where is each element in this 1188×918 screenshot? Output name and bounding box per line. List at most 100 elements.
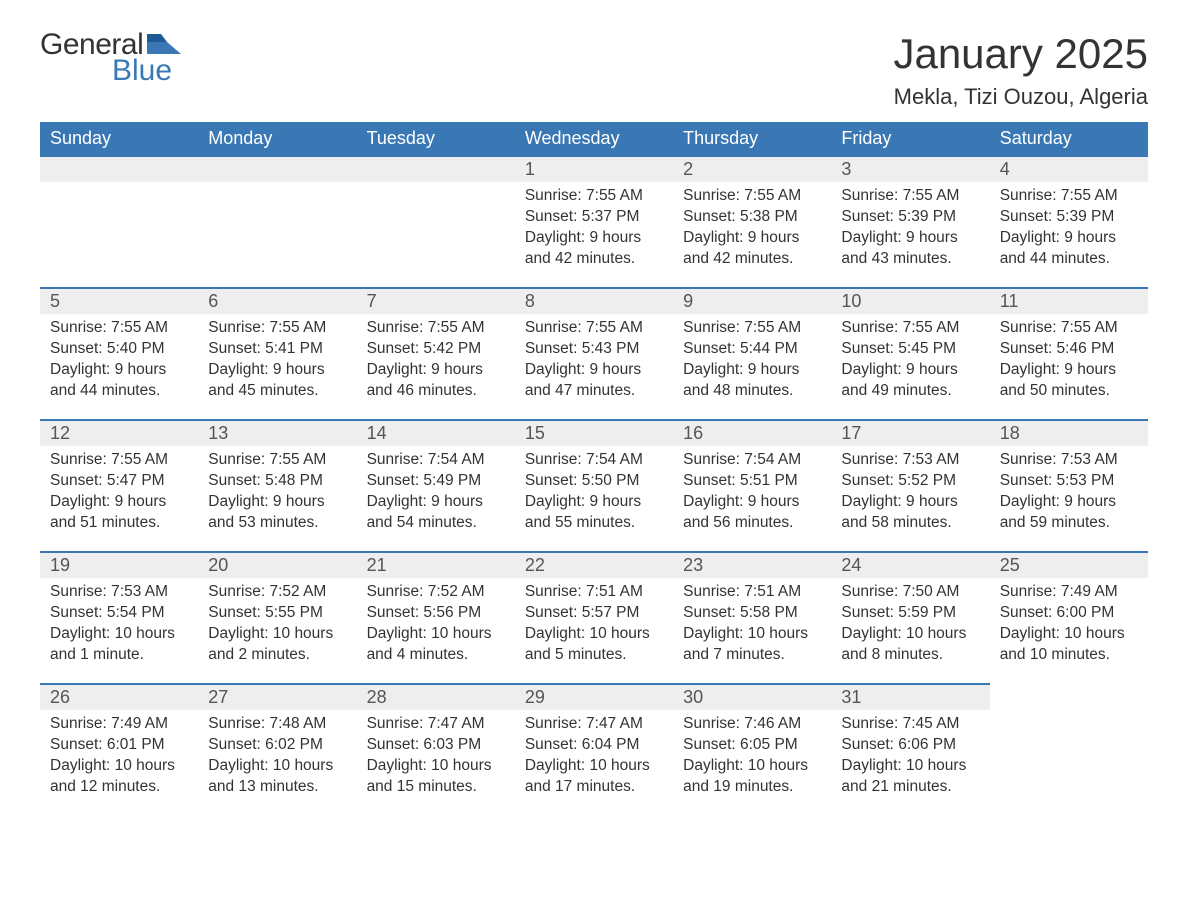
day-number: 23 xyxy=(673,553,831,578)
day-number: 1 xyxy=(515,157,673,182)
day-number: 10 xyxy=(831,289,989,314)
day-number: 9 xyxy=(673,289,831,314)
sunrise-text: Sunrise: 7:55 AM xyxy=(208,450,346,471)
day-number: 28 xyxy=(357,685,515,710)
sunset-text: Sunset: 5:46 PM xyxy=(1000,339,1138,360)
sunrise-text: Sunrise: 7:55 AM xyxy=(50,318,188,339)
daylight-text: Daylight: 9 hours and 50 minutes. xyxy=(1000,360,1138,402)
day-number: 30 xyxy=(673,685,831,710)
day-body: Sunrise: 7:55 AMSunset: 5:47 PMDaylight:… xyxy=(40,446,198,544)
weekday-header: Monday xyxy=(198,122,356,155)
calendar-cell: 22Sunrise: 7:51 AMSunset: 5:57 PMDayligh… xyxy=(515,551,673,683)
logo: General Blue xyxy=(40,30,181,86)
calendar-cell: 21Sunrise: 7:52 AMSunset: 5:56 PMDayligh… xyxy=(357,551,515,683)
day-body: Sunrise: 7:47 AMSunset: 6:04 PMDaylight:… xyxy=(515,710,673,808)
day-number: 16 xyxy=(673,421,831,446)
day-number: 18 xyxy=(990,421,1148,446)
daylight-text: Daylight: 10 hours and 8 minutes. xyxy=(841,624,979,666)
sunrise-text: Sunrise: 7:49 AM xyxy=(50,714,188,735)
calendar-cell: 28Sunrise: 7:47 AMSunset: 6:03 PMDayligh… xyxy=(357,683,515,815)
day-number: 7 xyxy=(357,289,515,314)
day-body: Sunrise: 7:55 AMSunset: 5:44 PMDaylight:… xyxy=(673,314,831,412)
sunrise-text: Sunrise: 7:45 AM xyxy=(841,714,979,735)
day-body: Sunrise: 7:51 AMSunset: 5:58 PMDaylight:… xyxy=(673,578,831,676)
sunrise-text: Sunrise: 7:55 AM xyxy=(683,318,821,339)
sunset-text: Sunset: 5:59 PM xyxy=(841,603,979,624)
sunrise-text: Sunrise: 7:55 AM xyxy=(1000,186,1138,207)
day-number: 8 xyxy=(515,289,673,314)
daylight-text: Daylight: 10 hours and 21 minutes. xyxy=(841,756,979,798)
day-body: Sunrise: 7:54 AMSunset: 5:50 PMDaylight:… xyxy=(515,446,673,544)
calendar-cell: 30Sunrise: 7:46 AMSunset: 6:05 PMDayligh… xyxy=(673,683,831,815)
daylight-text: Daylight: 9 hours and 43 minutes. xyxy=(841,228,979,270)
daylight-text: Daylight: 9 hours and 49 minutes. xyxy=(841,360,979,402)
logo-text-blue: Blue xyxy=(112,56,181,86)
day-body: Sunrise: 7:52 AMSunset: 5:56 PMDaylight:… xyxy=(357,578,515,676)
sunset-text: Sunset: 5:41 PM xyxy=(208,339,346,360)
day-number: 14 xyxy=(357,421,515,446)
sunset-text: Sunset: 5:39 PM xyxy=(841,207,979,228)
sunrise-text: Sunrise: 7:55 AM xyxy=(841,318,979,339)
sunrise-text: Sunrise: 7:55 AM xyxy=(525,318,663,339)
sunrise-text: Sunrise: 7:53 AM xyxy=(50,582,188,603)
daylight-text: Daylight: 9 hours and 53 minutes. xyxy=(208,492,346,534)
day-number: 2 xyxy=(673,157,831,182)
daylight-text: Daylight: 9 hours and 54 minutes. xyxy=(367,492,505,534)
sunrise-text: Sunrise: 7:55 AM xyxy=(50,450,188,471)
day-number: 21 xyxy=(357,553,515,578)
sunrise-text: Sunrise: 7:55 AM xyxy=(841,186,979,207)
sunrise-text: Sunrise: 7:52 AM xyxy=(208,582,346,603)
daylight-text: Daylight: 10 hours and 15 minutes. xyxy=(367,756,505,798)
daylight-text: Daylight: 9 hours and 56 minutes. xyxy=(683,492,821,534)
sunrise-text: Sunrise: 7:55 AM xyxy=(208,318,346,339)
day-body: Sunrise: 7:49 AMSunset: 6:01 PMDaylight:… xyxy=(40,710,198,808)
day-body: Sunrise: 7:47 AMSunset: 6:03 PMDaylight:… xyxy=(357,710,515,808)
daylight-text: Daylight: 10 hours and 1 minute. xyxy=(50,624,188,666)
calendar-cell: 20Sunrise: 7:52 AMSunset: 5:55 PMDayligh… xyxy=(198,551,356,683)
day-number: 5 xyxy=(40,289,198,314)
sunrise-text: Sunrise: 7:54 AM xyxy=(367,450,505,471)
sunset-text: Sunset: 5:47 PM xyxy=(50,471,188,492)
calendar-cell: 23Sunrise: 7:51 AMSunset: 5:58 PMDayligh… xyxy=(673,551,831,683)
daylight-text: Daylight: 9 hours and 44 minutes. xyxy=(50,360,188,402)
weekday-header-row: Sunday Monday Tuesday Wednesday Thursday… xyxy=(40,122,1148,155)
day-body: Sunrise: 7:53 AMSunset: 5:52 PMDaylight:… xyxy=(831,446,989,544)
weekday-header: Saturday xyxy=(990,122,1148,155)
weekday-header: Tuesday xyxy=(357,122,515,155)
daylight-text: Daylight: 9 hours and 42 minutes. xyxy=(525,228,663,270)
sunrise-text: Sunrise: 7:51 AM xyxy=(525,582,663,603)
sunset-text: Sunset: 6:01 PM xyxy=(50,735,188,756)
day-number: 31 xyxy=(831,685,989,710)
daylight-text: Daylight: 10 hours and 19 minutes. xyxy=(683,756,821,798)
calendar-cell: 5Sunrise: 7:55 AMSunset: 5:40 PMDaylight… xyxy=(40,287,198,419)
calendar-cell: 27Sunrise: 7:48 AMSunset: 6:02 PMDayligh… xyxy=(198,683,356,815)
calendar-cell: 25Sunrise: 7:49 AMSunset: 6:00 PMDayligh… xyxy=(990,551,1148,683)
day-number: 20 xyxy=(198,553,356,578)
day-number: 26 xyxy=(40,685,198,710)
day-body: Sunrise: 7:53 AMSunset: 5:53 PMDaylight:… xyxy=(990,446,1148,544)
sunrise-text: Sunrise: 7:48 AM xyxy=(208,714,346,735)
day-number: 24 xyxy=(831,553,989,578)
calendar-cell xyxy=(198,155,356,287)
daylight-text: Daylight: 9 hours and 47 minutes. xyxy=(525,360,663,402)
sunset-text: Sunset: 5:55 PM xyxy=(208,603,346,624)
calendar-cell: 7Sunrise: 7:55 AMSunset: 5:42 PMDaylight… xyxy=(357,287,515,419)
sunset-text: Sunset: 5:42 PM xyxy=(367,339,505,360)
calendar-cell: 10Sunrise: 7:55 AMSunset: 5:45 PMDayligh… xyxy=(831,287,989,419)
day-number: 13 xyxy=(198,421,356,446)
sunrise-text: Sunrise: 7:55 AM xyxy=(525,186,663,207)
day-body: Sunrise: 7:54 AMSunset: 5:51 PMDaylight:… xyxy=(673,446,831,544)
sunrise-text: Sunrise: 7:53 AM xyxy=(841,450,979,471)
month-title: January 2025 xyxy=(893,30,1148,78)
calendar-cell: 17Sunrise: 7:53 AMSunset: 5:52 PMDayligh… xyxy=(831,419,989,551)
calendar-week-row: 19Sunrise: 7:53 AMSunset: 5:54 PMDayligh… xyxy=(40,551,1148,683)
day-body: Sunrise: 7:48 AMSunset: 6:02 PMDaylight:… xyxy=(198,710,356,808)
sunset-text: Sunset: 6:02 PM xyxy=(208,735,346,756)
day-body: Sunrise: 7:55 AMSunset: 5:48 PMDaylight:… xyxy=(198,446,356,544)
day-body: Sunrise: 7:54 AMSunset: 5:49 PMDaylight:… xyxy=(357,446,515,544)
sunrise-text: Sunrise: 7:51 AM xyxy=(683,582,821,603)
day-body: Sunrise: 7:55 AMSunset: 5:38 PMDaylight:… xyxy=(673,182,831,280)
sunset-text: Sunset: 5:44 PM xyxy=(683,339,821,360)
weekday-header: Wednesday xyxy=(515,122,673,155)
title-block: January 2025 Mekla, Tizi Ouzou, Algeria xyxy=(893,30,1148,110)
